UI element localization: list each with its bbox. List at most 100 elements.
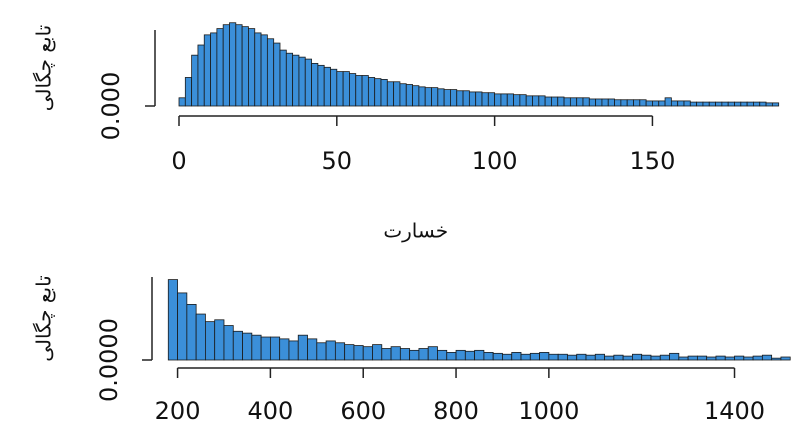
bar: [608, 99, 614, 106]
bar: [215, 320, 224, 360]
x-tick-label: 1000: [518, 397, 579, 425]
bar: [362, 76, 368, 106]
bar: [270, 337, 279, 360]
bar: [354, 346, 363, 360]
x-axis-title: خسارت: [383, 219, 448, 243]
bar: [781, 357, 790, 360]
bar: [679, 357, 688, 360]
bar: [261, 337, 270, 360]
bar: [375, 79, 381, 106]
bar: [659, 101, 665, 106]
bar: [387, 82, 393, 106]
bar: [502, 354, 511, 360]
bar: [614, 355, 623, 360]
bar: [564, 98, 570, 106]
bar: [349, 74, 355, 106]
bar: [741, 102, 747, 106]
bar: [539, 96, 545, 106]
bar: [735, 102, 741, 106]
bar: [211, 33, 217, 106]
bar: [577, 354, 586, 360]
bar: [419, 349, 428, 360]
bar: [400, 349, 409, 360]
bar: [567, 355, 576, 360]
y-axis-title: تابع چگالی: [32, 275, 56, 362]
bar: [179, 98, 185, 106]
bar: [589, 99, 595, 106]
bar: [621, 100, 627, 106]
bar: [406, 85, 412, 107]
x-tick-label: 200: [155, 397, 201, 425]
bar: [447, 352, 456, 360]
bar: [623, 356, 632, 360]
bar: [605, 356, 614, 360]
bar: [697, 102, 703, 106]
bar: [224, 326, 233, 360]
bar: [533, 96, 539, 106]
bar: [345, 345, 354, 360]
bar: [337, 72, 343, 106]
bar: [331, 69, 337, 106]
bar: [495, 94, 501, 106]
bar: [428, 347, 437, 360]
bar: [549, 354, 558, 360]
x-tick-label: 50: [322, 147, 353, 175]
bar: [772, 103, 778, 106]
bar: [394, 82, 400, 106]
y-tick-label: 0.000: [97, 72, 125, 141]
bar: [678, 101, 684, 106]
y-axis-title: تابع چگالی: [32, 25, 56, 112]
bar: [602, 99, 608, 106]
bar: [425, 88, 431, 106]
bar: [248, 29, 254, 106]
bar: [410, 350, 419, 360]
bar: [444, 90, 450, 106]
bar: [747, 102, 753, 106]
bar: [665, 98, 671, 106]
bar: [373, 345, 382, 360]
bar: [540, 352, 549, 360]
bar: [753, 356, 762, 360]
bar: [482, 93, 488, 106]
bar: [363, 347, 372, 360]
bar: [391, 347, 400, 360]
bar: [236, 25, 242, 106]
bar: [326, 341, 335, 360]
bar: [243, 333, 252, 360]
bar: [192, 55, 198, 106]
bar: [255, 33, 261, 106]
bar: [343, 72, 349, 106]
bar: [198, 45, 204, 106]
x-tick-label: 1400: [704, 397, 765, 425]
bar: [521, 354, 530, 360]
bar: [632, 354, 641, 360]
bar: [381, 79, 387, 106]
bar: [660, 355, 669, 360]
bar: [280, 339, 289, 360]
bar: [577, 98, 583, 106]
x-tick-label: 150: [630, 147, 676, 175]
bar: [690, 102, 696, 106]
bar: [735, 356, 744, 360]
bar: [697, 356, 706, 360]
bar: [772, 358, 781, 360]
x-tick-label: 800: [433, 397, 479, 425]
bar: [766, 103, 772, 106]
bar: [670, 353, 679, 360]
bar: [242, 27, 248, 106]
bar: [382, 349, 391, 360]
bar: [642, 355, 651, 360]
bar: [368, 77, 374, 106]
x-tick-label: 400: [247, 397, 293, 425]
bar: [261, 35, 267, 106]
bar: [469, 92, 475, 106]
bar: [684, 101, 690, 106]
bar: [512, 352, 521, 360]
bar: [586, 355, 595, 360]
bar: [286, 53, 292, 106]
bar: [488, 93, 494, 106]
bar: [551, 97, 557, 106]
bar: [501, 94, 507, 106]
bar: [475, 350, 484, 360]
bar: [703, 102, 709, 106]
